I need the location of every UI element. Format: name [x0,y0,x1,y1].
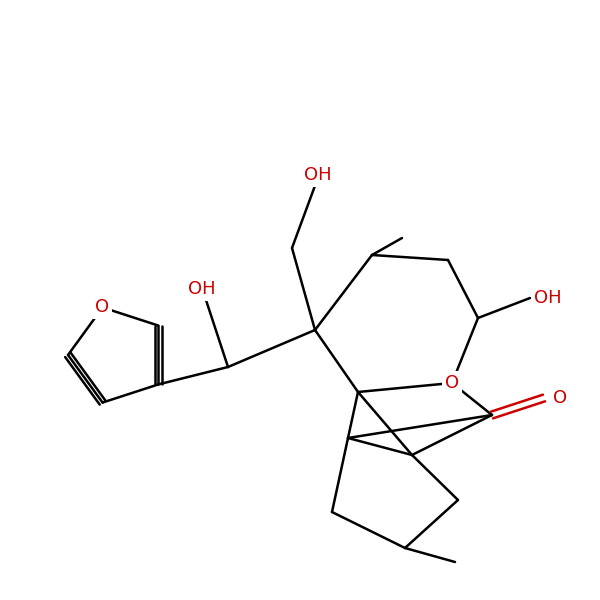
Text: OH: OH [534,289,562,307]
Text: OH: OH [304,166,332,184]
Text: O: O [445,374,459,392]
Text: O: O [95,298,110,316]
Text: O: O [553,389,567,407]
Text: OH: OH [188,280,216,298]
